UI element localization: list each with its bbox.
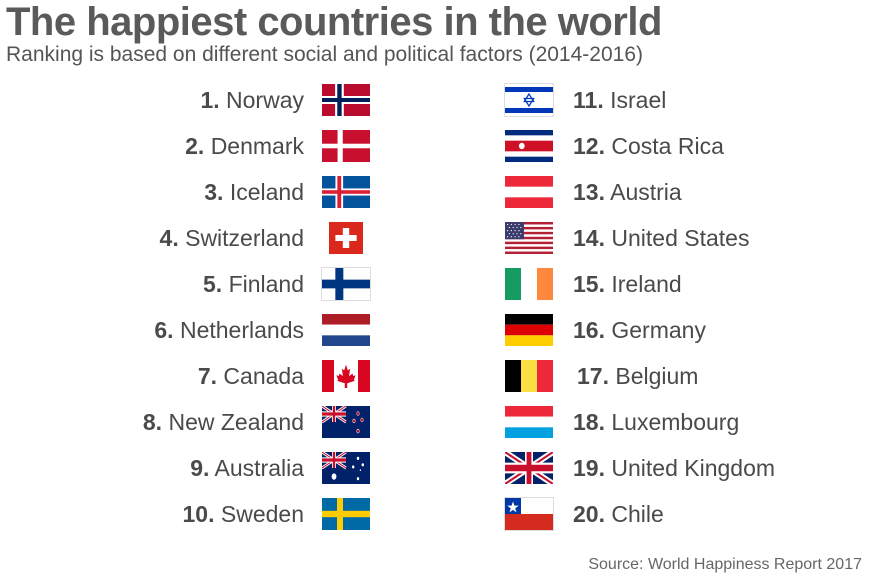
norway-flag-icon bbox=[322, 84, 370, 116]
austria-flag-icon bbox=[505, 176, 553, 208]
page-subtitle: Ranking is based on different social and… bbox=[6, 43, 643, 66]
list-item: 13. Austria bbox=[505, 172, 865, 212]
country-label: 18. Luxembourg bbox=[573, 408, 740, 435]
country-label: 8. New Zealand bbox=[142, 408, 304, 435]
netherlands-flag-icon bbox=[322, 314, 370, 346]
list-item: 9. Australia bbox=[0, 448, 370, 488]
list-item: 11. Israel bbox=[504, 80, 865, 120]
page-title: The happiest countries in the world bbox=[6, 0, 662, 44]
list-item: 7. Canada bbox=[0, 356, 370, 396]
country-label: 10. Sweden bbox=[182, 500, 305, 527]
country-label: 13. Austria bbox=[573, 178, 682, 205]
luxembourg-flag-icon bbox=[505, 406, 553, 438]
united-states-flag-icon bbox=[505, 222, 553, 254]
canada-flag-icon bbox=[322, 360, 370, 392]
belgium-flag-icon bbox=[505, 360, 553, 392]
country-label: 15. Ireland bbox=[573, 270, 682, 297]
list-item: 14. United States bbox=[505, 218, 865, 258]
germany-flag-icon bbox=[505, 314, 553, 346]
iceland-flag-icon bbox=[322, 176, 370, 208]
israel-flag-icon bbox=[504, 83, 554, 117]
list-item: 10. Sweden bbox=[0, 494, 370, 534]
list-item: 16. Germany bbox=[505, 310, 865, 350]
denmark-flag-icon bbox=[322, 130, 370, 162]
country-label: 2. Denmark bbox=[185, 132, 304, 159]
new-zealand-flag-icon bbox=[322, 406, 370, 438]
list-item: 12. Costa Rica bbox=[505, 126, 865, 166]
list-item: 8. New Zealand bbox=[0, 402, 370, 442]
list-item: 18. Luxembourg bbox=[505, 402, 865, 442]
list-item: 19. United Kingdom bbox=[505, 448, 865, 488]
list-item: 1. Norway bbox=[0, 80, 370, 120]
country-label: 6. Netherlands bbox=[154, 316, 304, 343]
list-item: 5. Finland bbox=[0, 264, 371, 304]
country-label: 20. Chile bbox=[573, 500, 664, 527]
finland-flag-icon bbox=[321, 267, 371, 301]
switzerland-flag-icon bbox=[329, 222, 363, 254]
country-label: 1. Norway bbox=[200, 86, 304, 113]
costa-rica-flag-icon bbox=[505, 130, 553, 162]
country-label: 11. Israel bbox=[573, 86, 667, 113]
country-label: 4. Switzerland bbox=[159, 224, 304, 251]
country-label: 5. Finland bbox=[202, 270, 304, 297]
country-label: 3. Iceland bbox=[204, 178, 304, 205]
list-item: 6. Netherlands bbox=[0, 310, 370, 350]
source-note: Source: World Happiness Report 2017 bbox=[588, 556, 862, 573]
country-label: 14. United States bbox=[573, 224, 750, 251]
list-item: 4. Switzerland bbox=[0, 218, 370, 258]
list-item: 2. Denmark bbox=[0, 126, 370, 166]
country-label: 16. Germany bbox=[573, 316, 706, 343]
country-label: 9. Australia bbox=[190, 454, 304, 481]
ireland-flag-icon bbox=[505, 268, 553, 300]
chile-flag-icon bbox=[504, 497, 554, 531]
list-item: 3. Iceland bbox=[0, 172, 370, 212]
list-item: 15. Ireland bbox=[505, 264, 865, 304]
country-label: 12. Costa Rica bbox=[573, 132, 724, 159]
country-label: 7. Canada bbox=[197, 362, 304, 389]
list-item: 17. Belgium bbox=[505, 356, 865, 396]
list-item: 20. Chile bbox=[504, 494, 865, 534]
australia-flag-icon bbox=[322, 452, 370, 484]
country-label: 17. Belgium bbox=[577, 362, 699, 389]
sweden-flag-icon bbox=[322, 498, 370, 530]
united-kingdom-flag-icon bbox=[505, 452, 553, 484]
country-label: 19. United Kingdom bbox=[573, 454, 776, 481]
